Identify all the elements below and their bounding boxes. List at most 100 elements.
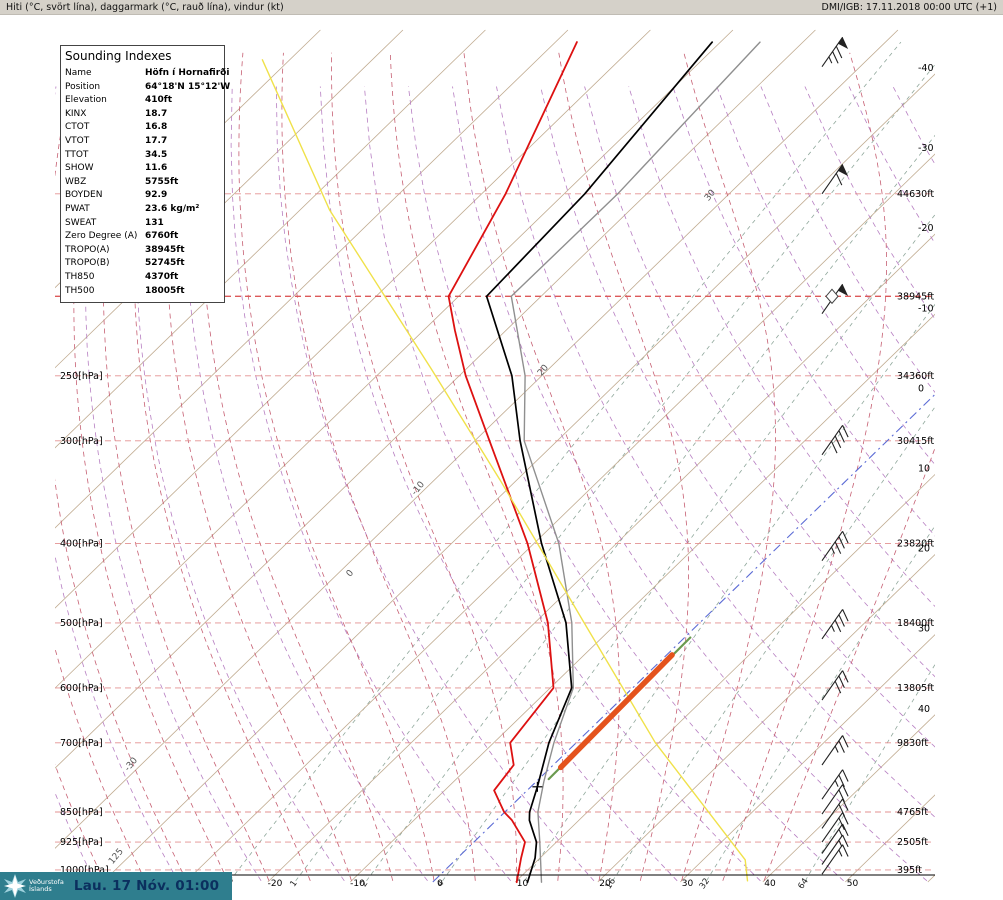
index-value: 6760ft	[145, 231, 179, 242]
index-label: TH850	[65, 271, 95, 282]
chart-legend-text: Hiti (°C, svört lína), daggarmark (°C, r…	[6, 1, 284, 13]
svg-text:38945ft: 38945ft	[897, 291, 934, 302]
index-label: WBZ	[65, 176, 87, 187]
svg-text:32: 32	[698, 877, 712, 892]
svg-text:250[hPa]: 250[hPa]	[60, 371, 103, 382]
index-row: TTOT 34.5	[61, 149, 224, 163]
index-value: 5755ft	[145, 176, 179, 187]
svg-text:1: 1	[288, 879, 299, 889]
svg-text:1000[hPa]: 1000[hPa]	[60, 865, 109, 876]
index-label: TH500	[65, 285, 95, 296]
svg-text:30415ft: 30415ft	[897, 436, 934, 447]
svg-text:-20: -20	[918, 223, 934, 234]
index-value: 18005ft	[145, 285, 185, 296]
index-row: Position 64°18'N 15°12'W	[61, 81, 230, 95]
svg-text:9830ft: 9830ft	[897, 738, 928, 749]
sounding-indexes-title: Sounding Indexes	[65, 49, 172, 63]
index-row: TROPO(A) 38945ft	[61, 244, 224, 258]
svg-text:125: 125	[107, 847, 126, 867]
index-value: 11.6	[145, 163, 168, 174]
index-label: Elevation	[65, 95, 107, 106]
svg-text:50: 50	[847, 879, 859, 889]
temperature-curve	[485, 41, 714, 884]
moist-adiabat-lines	[55, 52, 935, 881]
svg-text:4: 4	[435, 879, 446, 889]
index-row: BOYDEN 92.9	[61, 189, 224, 203]
svg-text:34360ft: 34360ft	[897, 371, 934, 382]
met-office-name-line1: Veðurstofa	[29, 877, 64, 886]
index-value: 17.7	[145, 135, 168, 146]
index-row: SWEAT 131	[61, 217, 224, 231]
svg-text:600[hPa]: 600[hPa]	[60, 683, 103, 694]
highlight-orange-curve	[557, 652, 675, 771]
met-office-name-line2: Íslands	[29, 885, 52, 893]
svg-text:40: 40	[764, 879, 776, 889]
svg-text:30: 30	[682, 879, 694, 889]
index-row: Zero Degree (A) 6760ft	[61, 230, 224, 244]
svg-text:-10: -10	[918, 303, 934, 314]
svg-text:0: 0	[918, 383, 924, 394]
svg-text:500[hPa]: 500[hPa]	[60, 618, 103, 629]
svg-text:10: 10	[918, 464, 930, 475]
index-row: TROPO(B) 52745ft	[61, 257, 224, 271]
dry-adiabat-lines	[55, 86, 935, 882]
svg-text:44630ft: 44630ft	[897, 189, 934, 200]
svg-text:2: 2	[359, 879, 370, 889]
met-office-name: Veðurstofa Íslands	[29, 877, 64, 894]
index-label: VTOT	[65, 135, 90, 146]
svg-text:0: 0	[437, 879, 443, 889]
index-label: TROPO(B)	[65, 258, 110, 269]
reference-adiabat-curve	[261, 59, 749, 882]
index-label: TROPO(A)	[65, 244, 110, 255]
svg-text:-20: -20	[268, 879, 283, 889]
svg-text:700[hPa]: 700[hPa]	[60, 738, 103, 749]
secondary-temperature-curve	[510, 41, 761, 883]
index-label: PWAT	[65, 203, 90, 214]
svg-text:40: 40	[918, 704, 930, 715]
wind-barbs	[821, 36, 849, 875]
model-run-text: DMI/IGB: 17.11.2018 00:00 UTC (+1)	[821, 1, 998, 13]
svg-text:18400ft: 18400ft	[897, 618, 934, 629]
index-label: SHOW	[65, 163, 94, 174]
svg-text:4765ft: 4765ft	[897, 807, 928, 818]
index-value: 23.6 kg/m²	[145, 203, 200, 214]
curve-markers	[532, 781, 543, 792]
svg-text:0: 0	[345, 568, 357, 579]
sounding-indexes-box: Sounding Indexes Name Höfn í Hornafirði Po…	[60, 45, 230, 304]
svg-text:20: 20	[599, 879, 611, 889]
svg-text:20: 20	[918, 544, 930, 555]
svg-text:64: 64	[796, 877, 810, 892]
index-label: KINX	[65, 108, 87, 119]
tropopause-marker	[825, 288, 839, 305]
svg-text:30: 30	[918, 624, 930, 635]
index-value: 410ft	[145, 95, 173, 106]
zero-isotherm-line	[432, 393, 935, 883]
top-status-bar: Hiti (°C, svört lína), daggarmark (°C, r…	[0, 0, 1003, 15]
met-office-logo-icon	[4, 874, 26, 898]
footer-bar: Veðurstofa Íslands Lau. 17 Nóv. 01:00	[0, 872, 232, 900]
index-row: CTOT 16.8	[61, 121, 224, 135]
index-row: WBZ 5755ft	[61, 176, 224, 190]
svg-text:925[hPa]: 925[hPa]	[60, 837, 103, 848]
svg-text:-30: -30	[123, 756, 140, 774]
index-row: VTOT 17.7	[61, 135, 224, 149]
pressure-lines	[55, 193, 935, 871]
index-label: CTOT	[65, 122, 90, 133]
index-value: 64°18'N 15°12'W	[145, 81, 231, 92]
dewpoint-curve	[447, 41, 578, 884]
index-value: 18.7	[145, 108, 168, 119]
valid-time-label: Lau. 17 Nóv. 01:00	[73, 878, 220, 894]
svg-text:2505ft: 2505ft	[897, 837, 928, 848]
index-value: 131	[145, 217, 164, 228]
sounding-curves	[261, 41, 761, 884]
svg-text:-40: -40	[918, 63, 934, 74]
svg-text:13805ft: 13805ft	[897, 683, 934, 694]
index-row: Name Höfn í Hornafirði	[61, 67, 229, 81]
index-value: 34.5	[145, 149, 168, 160]
index-label: Position	[65, 81, 101, 92]
svg-text:400[hPa]: 400[hPa]	[60, 538, 103, 549]
index-label: TTOT	[65, 149, 89, 160]
index-row: KINX 18.7	[61, 108, 224, 122]
index-value: 4370ft	[145, 271, 179, 282]
